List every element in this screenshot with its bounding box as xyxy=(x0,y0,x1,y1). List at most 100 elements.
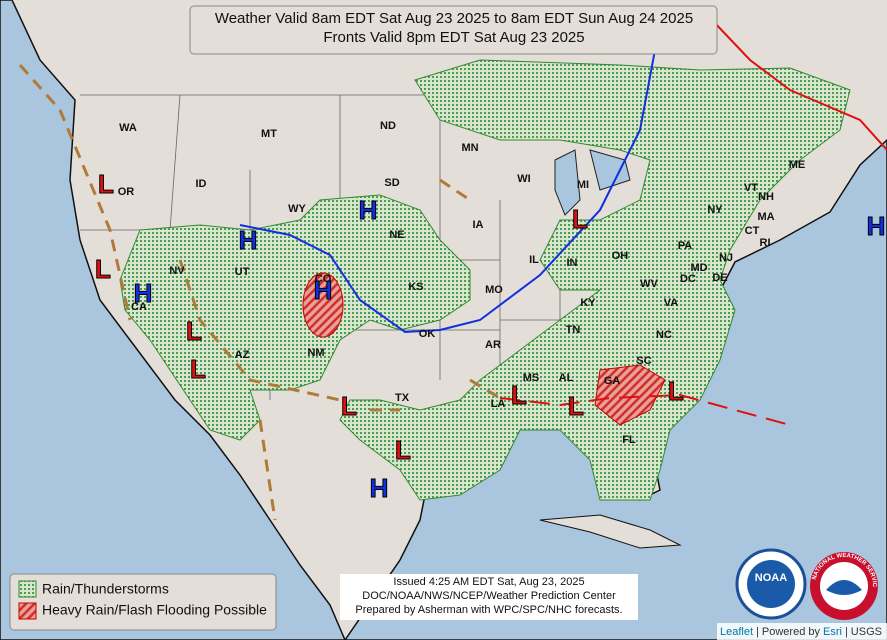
noaa-logo-text: NOAA xyxy=(755,572,787,584)
state-label: CT xyxy=(745,225,760,237)
stationary-front xyxy=(499,393,791,426)
state-label: NC xyxy=(656,329,672,341)
low-center: L xyxy=(668,376,684,406)
state-label: SC xyxy=(636,355,651,367)
legend-label: Heavy Rain/Flash Flooding Possible xyxy=(42,602,267,618)
high-center: H xyxy=(134,278,153,308)
rain-area-east xyxy=(339,59,851,501)
state-label: WY xyxy=(288,203,306,215)
state-label: DC xyxy=(680,273,696,285)
legend-swatch-heavy xyxy=(18,602,37,620)
state-label: CO xyxy=(315,273,332,285)
state-label: OH xyxy=(612,250,629,262)
state-label: ID xyxy=(196,178,207,190)
state-label: NY xyxy=(707,204,723,216)
state-label: OR xyxy=(118,186,135,198)
state-label: AL xyxy=(559,372,574,384)
state-label: MT xyxy=(261,128,277,140)
state-label: MN xyxy=(461,142,478,154)
state-label: SD xyxy=(384,177,399,189)
state-label: NH xyxy=(758,191,774,203)
title-box xyxy=(189,5,718,55)
heavy-rain-co xyxy=(302,272,344,338)
state-label: NE xyxy=(389,229,404,241)
cuba xyxy=(539,514,682,549)
high-center: H xyxy=(239,225,258,255)
high-center: H xyxy=(370,473,389,503)
troughs xyxy=(18,64,501,521)
state-label: KS xyxy=(408,281,423,293)
state-label: VA xyxy=(664,297,679,309)
rain-areas xyxy=(119,59,851,501)
pacific-ocean xyxy=(0,0,346,640)
state-label: WI xyxy=(517,173,530,185)
title-line1: Weather Valid 8am EDT Sat Aug 23 2025 to… xyxy=(215,10,693,27)
low-center: L xyxy=(186,316,202,346)
state-label: ME xyxy=(789,159,806,171)
state-label: MI xyxy=(577,179,589,191)
issued-line: Issued 4:25 AM EDT Sat, Aug 23, 2025 xyxy=(393,576,584,588)
low-center: L xyxy=(341,391,357,421)
rain-area-west xyxy=(119,194,471,441)
issued-line: DOC/NOAA/NWS/NCEP/Weather Prediction Cen… xyxy=(362,590,616,602)
state-label: LA xyxy=(491,398,506,410)
legend-swatch-rain xyxy=(18,580,37,598)
state-label: VT xyxy=(744,182,758,194)
state-label: NM xyxy=(307,347,324,359)
state-label: DE xyxy=(712,272,727,284)
issued-line: Prepared by Asherman with WPC/SPC/NHC fo… xyxy=(355,604,622,616)
state-label: FL xyxy=(622,434,636,446)
attribution-link[interactable]: Leaflet xyxy=(720,626,753,638)
state-label: GA xyxy=(604,375,621,387)
legend-box xyxy=(9,573,277,631)
low-center: L xyxy=(190,354,206,384)
state-label: MS xyxy=(523,372,540,384)
state-label: UT xyxy=(235,266,250,278)
attribution-sep: | xyxy=(756,626,759,638)
state-label: AZ xyxy=(235,349,250,361)
high-center: H xyxy=(867,211,886,241)
heavy-rain-ga xyxy=(594,364,666,426)
low-center: L xyxy=(568,391,584,421)
attribution-link[interactable]: Esri xyxy=(823,626,842,638)
fronts xyxy=(18,19,887,521)
state-label: AR xyxy=(485,339,501,351)
attribution-text: USGS xyxy=(851,626,882,638)
nws-logo-mark xyxy=(826,580,862,595)
low-center: L xyxy=(511,380,527,410)
state-labels: WA OR CA NV ID MT WY UT AZ CO NM ND SD NE KS OK TX MN IA MO… xyxy=(118,120,806,446)
state-label: TX xyxy=(395,392,410,404)
state-label: MA xyxy=(757,211,774,223)
state-label: IN xyxy=(567,257,578,269)
low-center: L xyxy=(98,169,114,199)
state-label: MD xyxy=(690,262,707,274)
noaa-logo-inner xyxy=(747,560,795,608)
state-label: RI xyxy=(760,237,771,249)
attribution-text: Powered by xyxy=(762,626,821,638)
cold-front xyxy=(239,49,656,334)
state-label: PA xyxy=(678,240,693,252)
low-center: L xyxy=(95,254,111,284)
state-label: MO xyxy=(485,284,503,296)
state-label: ND xyxy=(380,120,396,132)
issued-box xyxy=(340,574,638,620)
low-center: L xyxy=(395,435,411,465)
state-label: KY xyxy=(580,297,596,309)
high-center: H xyxy=(359,195,378,225)
state-label: IL xyxy=(529,254,539,266)
warm-front xyxy=(711,19,887,151)
attribution-box xyxy=(717,623,887,640)
state-label: NV xyxy=(169,265,185,277)
state-label: OK xyxy=(419,328,436,340)
title-line2: Fronts Valid 8pm EDT Sat Aug 23 2025 xyxy=(323,29,584,46)
high-center: H xyxy=(314,275,333,305)
state-label: CA xyxy=(131,301,147,313)
state-label: TN xyxy=(566,324,581,336)
state-label: IA xyxy=(473,219,484,231)
attribution-sep: | xyxy=(845,626,848,638)
state-label: WV xyxy=(640,278,658,290)
state-label: WA xyxy=(119,122,137,134)
state-label: NJ xyxy=(719,252,733,264)
